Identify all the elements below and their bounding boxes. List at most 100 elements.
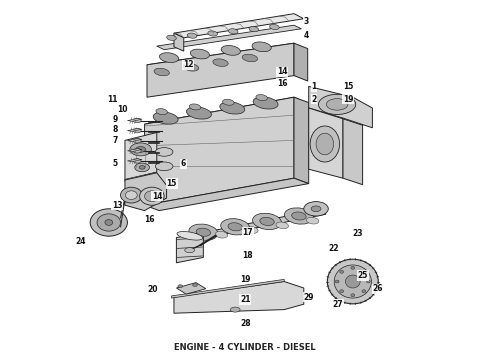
Ellipse shape [362, 290, 366, 293]
Text: 1: 1 [311, 82, 317, 91]
Text: 6: 6 [181, 159, 186, 168]
Polygon shape [181, 209, 326, 242]
Ellipse shape [242, 54, 258, 62]
Polygon shape [172, 279, 284, 298]
Text: 11: 11 [107, 94, 118, 104]
Ellipse shape [340, 270, 343, 273]
Text: 17: 17 [243, 228, 253, 237]
Ellipse shape [187, 107, 211, 119]
Ellipse shape [187, 33, 197, 38]
Ellipse shape [135, 163, 149, 172]
Ellipse shape [221, 45, 241, 55]
Text: 7: 7 [112, 136, 118, 145]
Text: 21: 21 [240, 295, 250, 304]
Ellipse shape [183, 63, 199, 71]
Ellipse shape [121, 187, 142, 203]
Text: 25: 25 [358, 271, 368, 280]
Text: 5: 5 [113, 159, 118, 168]
Ellipse shape [228, 29, 238, 34]
Ellipse shape [139, 166, 145, 169]
Polygon shape [147, 43, 301, 70]
Text: 20: 20 [147, 285, 157, 294]
Polygon shape [145, 178, 309, 211]
Text: 18: 18 [243, 251, 253, 260]
Ellipse shape [136, 147, 146, 152]
Ellipse shape [311, 206, 321, 212]
Ellipse shape [133, 159, 141, 163]
Polygon shape [127, 118, 142, 121]
Ellipse shape [208, 31, 218, 36]
Ellipse shape [276, 222, 289, 229]
Polygon shape [176, 283, 206, 294]
Polygon shape [294, 97, 309, 184]
Ellipse shape [327, 259, 378, 304]
Text: 16: 16 [277, 79, 287, 88]
Text: 26: 26 [372, 284, 383, 293]
Polygon shape [174, 33, 184, 51]
Text: 29: 29 [304, 292, 314, 302]
Ellipse shape [185, 248, 195, 253]
Ellipse shape [178, 285, 183, 288]
Polygon shape [174, 282, 304, 313]
Text: 27: 27 [332, 300, 343, 309]
Ellipse shape [105, 220, 113, 225]
Ellipse shape [310, 126, 340, 162]
Ellipse shape [133, 149, 141, 153]
Ellipse shape [367, 280, 370, 283]
Ellipse shape [153, 112, 178, 124]
Ellipse shape [220, 102, 245, 114]
Ellipse shape [133, 118, 141, 123]
Ellipse shape [230, 307, 240, 312]
Ellipse shape [362, 270, 366, 273]
Text: 23: 23 [353, 230, 363, 239]
Polygon shape [294, 43, 308, 81]
Text: 3: 3 [304, 17, 309, 26]
Polygon shape [125, 132, 157, 180]
Text: 2: 2 [311, 94, 317, 104]
Ellipse shape [154, 68, 170, 76]
Ellipse shape [159, 53, 179, 63]
Ellipse shape [306, 217, 319, 224]
Text: 4: 4 [304, 31, 309, 40]
Ellipse shape [284, 208, 314, 224]
Ellipse shape [190, 49, 210, 59]
Ellipse shape [140, 187, 164, 205]
Ellipse shape [253, 97, 278, 109]
Text: 28: 28 [240, 320, 251, 328]
Polygon shape [309, 86, 372, 128]
Text: 14: 14 [152, 192, 162, 201]
Ellipse shape [145, 191, 159, 202]
Polygon shape [174, 14, 304, 38]
Ellipse shape [177, 231, 203, 240]
Ellipse shape [270, 24, 279, 30]
Ellipse shape [292, 212, 306, 220]
Polygon shape [145, 97, 294, 205]
Text: 22: 22 [328, 244, 339, 253]
Ellipse shape [326, 99, 348, 110]
Ellipse shape [249, 27, 259, 32]
Ellipse shape [167, 35, 176, 40]
Text: 8: 8 [112, 125, 118, 134]
Polygon shape [343, 119, 363, 185]
Ellipse shape [193, 284, 197, 287]
Text: 19: 19 [343, 94, 353, 104]
Ellipse shape [252, 213, 282, 230]
Ellipse shape [97, 214, 121, 231]
Ellipse shape [215, 231, 228, 238]
Ellipse shape [130, 143, 151, 156]
Ellipse shape [351, 266, 355, 269]
Polygon shape [145, 97, 306, 130]
Text: 15: 15 [167, 179, 177, 188]
Polygon shape [125, 172, 157, 182]
Ellipse shape [90, 209, 127, 236]
Ellipse shape [189, 224, 218, 240]
Ellipse shape [256, 95, 268, 100]
Ellipse shape [189, 104, 201, 110]
Text: 10: 10 [117, 105, 127, 114]
Ellipse shape [335, 280, 339, 283]
Polygon shape [125, 173, 167, 211]
Text: 16: 16 [145, 215, 155, 224]
Text: 19: 19 [240, 274, 250, 284]
Polygon shape [127, 159, 142, 162]
Polygon shape [147, 43, 294, 97]
